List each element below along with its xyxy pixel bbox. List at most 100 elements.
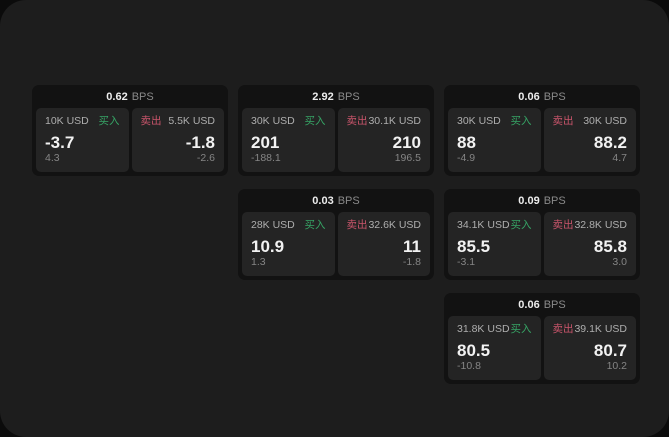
buy-panel[interactable]: 30K USD 买入 88 -4.9	[448, 108, 541, 172]
buy-change: -188.1	[251, 152, 281, 165]
sell-panel[interactable]: 卖出 39.1K USD 80.7 10.2	[543, 316, 636, 380]
bps-header: 0.06 BPS	[444, 85, 640, 108]
bps-header: 0.62 BPS	[32, 85, 228, 108]
buy-tag: 买入	[510, 115, 532, 127]
buy-tag: 买入	[304, 115, 326, 127]
sell-size-label: 30K USD	[583, 115, 627, 127]
bps-value: 2.92	[312, 91, 334, 103]
sell-toprow: 卖出 32.6K USD	[346, 219, 422, 232]
bps-unit-label: BPS	[337, 195, 360, 207]
buy-change: 4.3	[45, 152, 60, 165]
bps-header: 2.92 BPS	[238, 85, 434, 108]
sell-panel[interactable]: 卖出 32.8K USD 85.8 3.0	[543, 212, 636, 276]
buy-price: 201	[251, 132, 280, 152]
price-card: 0.09 BPS 34.1K USD 买入 85.5 -3.1 卖出 32.8K…	[444, 189, 640, 280]
buy-tag: 买入	[304, 219, 326, 231]
bps-header: 0.03 BPS	[238, 189, 434, 212]
buy-change: -4.9	[457, 152, 476, 165]
sell-toprow: 卖出 30.1K USD	[346, 115, 422, 128]
buy-price: 10.9	[251, 236, 285, 256]
sell-tag: 卖出	[552, 219, 574, 231]
bps-value: 0.06	[518, 91, 540, 103]
sell-price: 85.8	[593, 236, 627, 256]
buy-toprow: 30K USD 买入	[251, 115, 326, 128]
sell-toprow: 卖出 30K USD	[552, 115, 628, 128]
bps-unit-label: BPS	[337, 91, 360, 103]
buy-panel[interactable]: 28K USD 买入 10.9 1.3	[242, 212, 335, 276]
buy-panel[interactable]: 34.1K USD 买入 85.5 -3.1	[448, 212, 541, 276]
card-body: 28K USD 买入 10.9 1.3 卖出 32.6K USD 11 -1.8	[238, 212, 434, 280]
buy-tag: 买入	[510, 219, 532, 231]
bps-value: 0.09	[518, 195, 540, 207]
buy-panel[interactable]: 30K USD 买入 201 -188.1	[242, 108, 335, 172]
buy-toprow: 10K USD 买入	[45, 115, 120, 128]
sell-price: -1.8	[185, 132, 215, 152]
bps-value: 0.06	[518, 299, 540, 311]
sell-change: -2.6	[196, 152, 215, 165]
card-body: 30K USD 买入 88 -4.9 卖出 30K USD 88.2 4.7	[444, 108, 640, 176]
buy-price: 88	[457, 132, 476, 152]
sell-tag: 卖出	[346, 219, 368, 231]
sell-tag: 卖出	[346, 115, 368, 127]
buy-size-label: 30K USD	[457, 115, 501, 127]
buy-price: 85.5	[457, 236, 491, 256]
buy-change: -3.1	[457, 256, 476, 269]
price-card: 0.06 BPS 31.8K USD 买入 80.5 -10.8 卖出 39.1…	[444, 293, 640, 384]
bps-unit-label: BPS	[543, 195, 566, 207]
sell-change: 196.5	[394, 152, 421, 165]
sell-toprow: 卖出 39.1K USD	[552, 323, 628, 336]
bps-header: 0.09 BPS	[444, 189, 640, 212]
buy-price: 80.5	[457, 340, 491, 360]
sell-panel[interactable]: 卖出 30.1K USD 210 196.5	[337, 108, 430, 172]
sell-tag: 卖出	[552, 323, 574, 335]
sell-tag: 卖出	[552, 115, 574, 127]
sell-change: 3.0	[612, 256, 627, 269]
sell-tag: 卖出	[140, 115, 162, 127]
sell-panel[interactable]: 卖出 30K USD 88.2 4.7	[543, 108, 636, 172]
card-body: 10K USD 买入 -3.7 4.3 卖出 5.5K USD -1.8 -2.…	[32, 108, 228, 176]
buy-toprow: 31.8K USD 买入	[457, 323, 532, 336]
price-card: 0.03 BPS 28K USD 买入 10.9 1.3 卖出 32.6K US…	[238, 189, 434, 280]
sell-panel[interactable]: 卖出 32.6K USD 11 -1.8	[337, 212, 430, 276]
buy-size-label: 10K USD	[45, 115, 89, 127]
sell-size-label: 5.5K USD	[168, 115, 215, 127]
price-card-grid: 0.62 BPS 10K USD 买入 -3.7 4.3 卖出 5.5K USD	[32, 85, 640, 384]
bps-unit-label: BPS	[131, 91, 154, 103]
price-card: 0.62 BPS 10K USD 买入 -3.7 4.3 卖出 5.5K USD	[32, 85, 228, 176]
buy-size-label: 31.8K USD	[457, 323, 510, 335]
card-body: 31.8K USD 买入 80.5 -10.8 卖出 39.1K USD 80.…	[444, 316, 640, 384]
card-body: 34.1K USD 买入 85.5 -3.1 卖出 32.8K USD 85.8…	[444, 212, 640, 280]
sell-panel[interactable]: 卖出 5.5K USD -1.8 -2.6	[131, 108, 224, 172]
buy-change: 1.3	[251, 256, 266, 269]
sell-change: -1.8	[402, 256, 421, 269]
price-card: 2.92 BPS 30K USD 买入 201 -188.1 卖出 30.1K …	[238, 85, 434, 176]
bps-header: 0.06 BPS	[444, 293, 640, 316]
buy-tag: 买入	[510, 323, 532, 335]
buy-panel[interactable]: 31.8K USD 买入 80.5 -10.8	[448, 316, 541, 380]
buy-panel[interactable]: 10K USD 买入 -3.7 4.3	[36, 108, 129, 172]
sell-size-label: 39.1K USD	[574, 323, 627, 335]
buy-toprow: 34.1K USD 买入	[457, 219, 532, 232]
price-card: 0.06 BPS 30K USD 买入 88 -4.9 卖出 30K USD	[444, 85, 640, 176]
sell-change: 4.7	[612, 152, 627, 165]
sell-price: 11	[403, 236, 421, 256]
card-body: 30K USD 买入 201 -188.1 卖出 30.1K USD 210 1…	[238, 108, 434, 176]
bps-unit-label: BPS	[543, 299, 566, 311]
sell-change: 10.2	[606, 360, 627, 373]
sell-size-label: 32.8K USD	[574, 219, 627, 231]
sell-size-label: 30.1K USD	[368, 115, 421, 127]
bps-value: 0.62	[106, 91, 128, 103]
sell-toprow: 卖出 5.5K USD	[140, 115, 216, 128]
bps-value: 0.03	[312, 195, 334, 207]
buy-tag: 买入	[98, 115, 120, 127]
sell-size-label: 32.6K USD	[368, 219, 421, 231]
sell-price: 80.7	[593, 340, 627, 360]
buy-size-label: 28K USD	[251, 219, 295, 231]
buy-size-label: 34.1K USD	[457, 219, 510, 231]
sell-price: 88.2	[593, 132, 627, 152]
buy-size-label: 30K USD	[251, 115, 295, 127]
buy-toprow: 28K USD 买入	[251, 219, 326, 232]
bps-unit-label: BPS	[543, 91, 566, 103]
buy-toprow: 30K USD 买入	[457, 115, 532, 128]
